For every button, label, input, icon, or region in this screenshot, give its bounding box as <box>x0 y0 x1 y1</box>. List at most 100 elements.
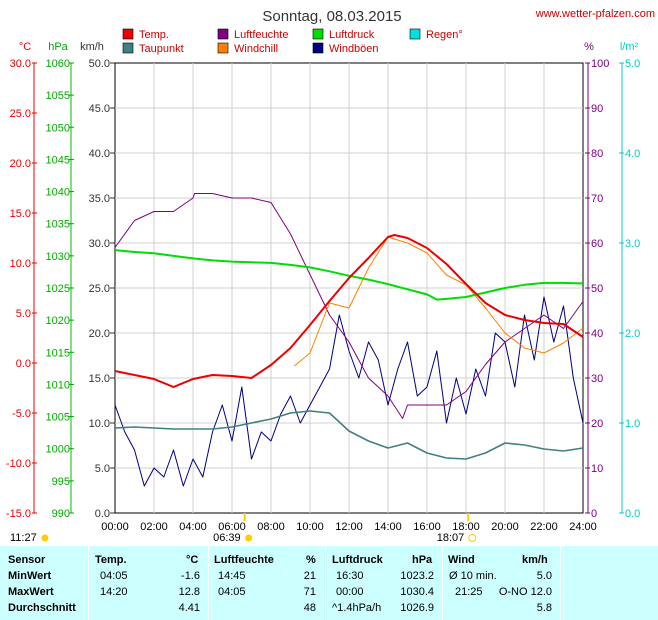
legend-swatch <box>312 28 324 40</box>
temp-tick-label: 10.0 <box>10 258 31 270</box>
avg-wind-value: 5.8 <box>536 602 552 614</box>
wind-tick-label: 20.0 <box>89 328 110 340</box>
wind-tick-label: 10.0 <box>89 418 110 430</box>
max-wind-value: O-NO 12.0 <box>498 586 552 598</box>
sun-icon <box>41 534 49 542</box>
wind-avg-value: 5.0 <box>536 570 552 582</box>
pressure-tick-label: 1010 <box>46 379 70 391</box>
avg-temp-value: 4.41 <box>178 602 200 614</box>
rain-tick-label: 2.0 <box>625 328 640 340</box>
pressure-tick-label: 1035 <box>46 219 70 231</box>
temp-tick-label: -5.0 <box>12 408 31 420</box>
weather-chart: Sonntag, 08.03.2015 www.wetter-pfalzen.c… <box>5 8 655 544</box>
min-humidity-time: 14:45 <box>218 570 246 582</box>
max-wind-time: 21:25 <box>455 586 483 598</box>
humidity-tick-label: 100 <box>591 58 609 70</box>
min-humidity-value: 21 <box>303 570 316 582</box>
x-tick-label: 02:00 <box>140 521 168 533</box>
humidity-tick-label: 70 <box>591 193 603 205</box>
header-temp: Temp. <box>95 554 127 566</box>
pressure-tick-label: 1000 <box>46 444 70 456</box>
temp-tick-label: 5.0 <box>16 308 31 320</box>
wind-unit-label: km/h <box>80 41 104 53</box>
avg-humidity-value: 48 <box>303 602 316 614</box>
column-divider <box>88 546 89 620</box>
x-tick-label: 20:00 <box>491 521 519 533</box>
humidity-tick-label: 50 <box>591 283 603 295</box>
pressure-tick-label: 1015 <box>46 347 70 359</box>
avg-pressure-value: 1026.9 <box>400 602 434 614</box>
legend-swatch <box>217 42 229 54</box>
series-lines <box>114 193 584 487</box>
legend-label: Temp. <box>139 29 169 41</box>
min-pressure-time: 16:30 <box>336 570 364 582</box>
header-humidity: Luftfeuchte <box>214 554 274 566</box>
series-line-luftfeuchte <box>114 193 584 419</box>
sunrise-icon <box>245 534 253 542</box>
header-wind: Wind <box>448 554 475 566</box>
legend-swatch <box>217 28 229 40</box>
wind-tick-label: 45.0 <box>89 103 110 115</box>
wind-avg-label: Ø 10 min. <box>449 570 497 582</box>
x-tick-label: 18:00 <box>452 521 480 533</box>
rain-tick-label: 4.0 <box>625 148 640 160</box>
legend-label: Regen° <box>426 29 463 41</box>
temp-tick-label: -15.0 <box>6 508 31 520</box>
site-link[interactable]: www.wetter-pfalzen.com <box>535 8 655 20</box>
wind-tick-label: 30.0 <box>89 238 110 250</box>
axes: 30.0 25.0 20.0 15.0 10.0 5.0 0.0 -5.0 -10.0 -15.0… <box>6 41 640 533</box>
humidity-tick-label: 10 <box>591 463 603 475</box>
legend-label: Windböen <box>329 43 379 55</box>
humidity-unit-label: % <box>584 41 594 53</box>
rain-tick-label: 3.0 <box>625 238 640 250</box>
legend-swatch <box>409 28 421 40</box>
humidity-tick-label: 80 <box>591 148 603 160</box>
series-line-windchill <box>294 236 584 367</box>
temp-tick-label: 0.0 <box>16 358 31 370</box>
wind-tick-label: 40.0 <box>89 148 110 160</box>
max-pressure-value: 1030.4 <box>400 586 434 598</box>
humidity-tick-label: 40 <box>591 328 603 340</box>
legend: Temp. Luftfeuchte Luftdruck Regen° Taupunkt W… <box>122 28 463 55</box>
x-tick-label: 10:00 <box>296 521 324 533</box>
pressure-tick-label: 1045 <box>46 154 70 166</box>
column-divider <box>442 546 443 620</box>
wind-tick-label: 0.0 <box>95 508 110 520</box>
pressure-tick-label: 1020 <box>46 315 70 327</box>
min-temp-value: -1.6 <box>181 570 200 582</box>
x-tick-label: 04:00 <box>179 521 207 533</box>
header-humidity-unit: % <box>306 554 316 566</box>
grid <box>114 62 584 514</box>
wind-tick-label: 5.0 <box>95 463 110 475</box>
max-pressure-time: 00:00 <box>336 586 364 598</box>
x-tick-label: 12:00 <box>335 521 363 533</box>
temp-tick-label: 15.0 <box>10 208 31 220</box>
pressure-tick-label: 1025 <box>46 283 70 295</box>
pressure-tick-label: 1060 <box>46 58 70 70</box>
min-pressure-value: 1023.2 <box>400 570 434 582</box>
rain-tick-label: 5.0 <box>625 58 640 70</box>
sunset-icon <box>468 534 477 542</box>
humidity-tick-label: 30 <box>591 373 603 385</box>
x-tick-label: 24:00 <box>569 521 597 533</box>
column-divider <box>208 546 209 620</box>
temp-tick-label: 20.0 <box>10 158 31 170</box>
summary-panel: Sensor Temp. °C Luftfeuchte % Luftdruck … <box>0 546 658 620</box>
wind-tick-label: 25.0 <box>89 283 110 295</box>
series-line-luftdruck <box>114 249 584 301</box>
pressure-tick-label: 1055 <box>46 90 70 102</box>
legend-swatch <box>122 42 134 54</box>
pressure-tick-label: 995 <box>52 476 70 488</box>
max-humidity-value: 71 <box>303 586 316 598</box>
daylight-duration-label: 11:27 <box>10 532 37 544</box>
max-humidity-time: 04:05 <box>218 586 246 598</box>
legend-label: Taupunkt <box>139 43 184 55</box>
row-label-min: MinWert <box>8 570 52 582</box>
humidity-tick-label: 0 <box>591 508 597 520</box>
header-temp-unit: °C <box>186 554 199 566</box>
temp-tick-label: -10.0 <box>6 458 31 470</box>
rain-unit-label: l/m² <box>620 41 639 53</box>
humidity-tick-label: 90 <box>591 103 603 115</box>
pressure-tick-label: 1005 <box>46 412 70 424</box>
x-tick-label: 14:00 <box>374 521 402 533</box>
